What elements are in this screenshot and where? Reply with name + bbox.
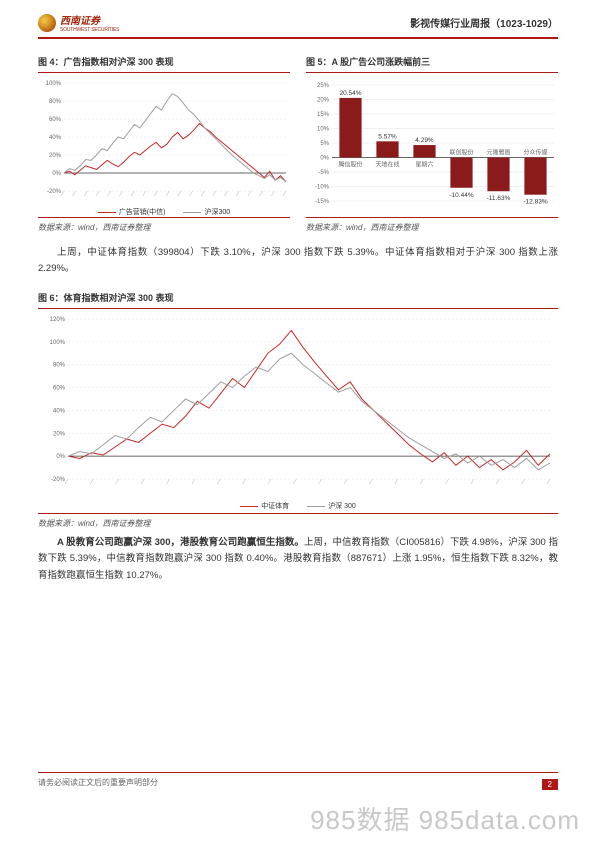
svg-text:-10.44%: -10.44% [449, 192, 473, 199]
fig4-rule [38, 72, 290, 73]
fig5-rule [306, 72, 558, 73]
fig6-legend: 中证体育 沪深 300 [38, 501, 558, 511]
figure-6: 图 6：体育指数相对沪深 300 表现 -20% 0% 20% 40% 60% 80% 10… [38, 287, 558, 529]
para2-bold: A 股教育公司跑赢沪深 300，港股教育公司跑赢恒生指数。 [57, 537, 304, 548]
watermark: 985数据 985data.com [310, 800, 580, 837]
svg-text:0%: 0% [52, 171, 61, 177]
svg-text:100%: 100% [50, 340, 66, 346]
logo-cn-text: 西南证券 [60, 12, 119, 27]
header-rule [38, 37, 558, 39]
svg-text:60%: 60% [49, 117, 62, 123]
svg-text:5.57%: 5.57% [378, 133, 397, 140]
svg-text:20%: 20% [49, 153, 62, 159]
fig5-chart: -15% -10% -5% 0% 5% 10% 15% 20% 25% 20.54% 腾信股份 5.5… [306, 77, 558, 217]
fig6-source: 数据来源：wind，西南证券整理 [38, 518, 558, 529]
svg-text:-12.83%: -12.83% [523, 199, 547, 206]
fig5-title: 图 5：A 股广告公司涨跌幅前三 [306, 51, 558, 68]
fig6-legend-1: 沪深 300 [328, 501, 356, 511]
figure-4: 图 4：广告指数相对沪深 300 表现 -20% 0% 20% 40% 60% 80% 10… [38, 51, 290, 239]
svg-text:4.29%: 4.29% [415, 137, 434, 144]
svg-text:-11.63%: -11.63% [487, 195, 511, 202]
svg-text:-20%: -20% [47, 189, 62, 195]
svg-text:40%: 40% [53, 409, 66, 415]
svg-text:-20%: -20% [51, 477, 66, 483]
svg-text:80%: 80% [49, 99, 62, 105]
svg-text:60%: 60% [53, 386, 66, 392]
page-header: 西南证券 SOUTHWEST SECURITIES 影视传媒行业周报（1023-… [0, 0, 596, 37]
svg-text:分众传媒: 分众传媒 [523, 149, 547, 157]
svg-text:20%: 20% [53, 432, 66, 438]
svg-text:联创股份: 联创股份 [449, 149, 473, 157]
svg-text:10%: 10% [317, 127, 330, 133]
fig6-rule-bottom [38, 513, 558, 514]
svg-text:100%: 100% [46, 81, 62, 87]
fig6-rule [38, 308, 558, 309]
page-number: 2 [542, 779, 558, 790]
svg-text:腾信股份: 腾信股份 [338, 161, 362, 169]
svg-text:25%: 25% [317, 83, 330, 89]
fig4-chart: -20% 0% 20% 40% 60% 80% 100% 广告营销(中信) 沪深300 [38, 77, 290, 217]
svg-text:-10%: -10% [315, 185, 330, 191]
footer-rule [38, 772, 558, 773]
svg-text:0%: 0% [56, 454, 65, 460]
report-title: 影视传媒行业周报（1023-1029） [410, 15, 558, 30]
paragraph-2: A 股教育公司跑赢沪深 300，港股教育公司跑赢恒生指数。上周，中信教育指数（C… [38, 535, 558, 583]
svg-text:15%: 15% [317, 112, 330, 118]
fig4-legend: 广告营销(中信) 沪深300 [38, 207, 290, 217]
svg-text:120%: 120% [50, 317, 66, 323]
fig6-title: 图 6：体育指数相对沪深 300 表现 [38, 287, 558, 304]
svg-text:80%: 80% [53, 363, 66, 369]
svg-text:40%: 40% [49, 135, 62, 141]
fig5-rule-bottom [306, 217, 558, 218]
figure-5: 图 5：A 股广告公司涨跌幅前三 -15% -10% -5% 0% 5% 10% 15% 20… [306, 51, 558, 239]
svg-text:元隆雅图: 元隆雅图 [486, 149, 510, 157]
svg-text:-15%: -15% [315, 199, 330, 205]
svg-text:-5%: -5% [318, 170, 329, 176]
svg-text:星期六: 星期六 [415, 161, 433, 169]
svg-text:20.54%: 20.54% [339, 90, 361, 97]
fig4-rule-bottom [38, 217, 290, 218]
fig4-legend-1: 沪深300 [204, 207, 230, 217]
fig6-legend-0: 中证体育 [261, 501, 289, 511]
logo: 西南证券 SOUTHWEST SECURITIES [38, 12, 119, 33]
footer-disclaimer: 请务必阅读正文后的重要声明部分 [38, 777, 158, 788]
svg-text:5%: 5% [320, 141, 329, 147]
fig6-chart: -20% 0% 20% 40% 60% 80% 100% 120% 中证体育 沪深 300 [38, 313, 558, 513]
fig4-source: 数据来源：wind，西南证券整理 [38, 222, 290, 233]
paragraph-1: 上周，中证体育指数（399804）下跌 3.10%，沪深 300 指数下跌 5.… [38, 245, 558, 277]
svg-text:20%: 20% [317, 98, 330, 104]
fig4-title: 图 4：广告指数相对沪深 300 表现 [38, 51, 290, 68]
logo-icon [38, 14, 56, 32]
logo-en-text: SOUTHWEST SECURITIES [60, 27, 119, 33]
svg-text:0%: 0% [320, 156, 329, 162]
fig5-source: 数据来源：wind，西南证券整理 [306, 222, 558, 233]
fig4-legend-0: 广告营销(中信) [119, 207, 166, 217]
svg-text:天地在线: 天地在线 [375, 161, 399, 169]
